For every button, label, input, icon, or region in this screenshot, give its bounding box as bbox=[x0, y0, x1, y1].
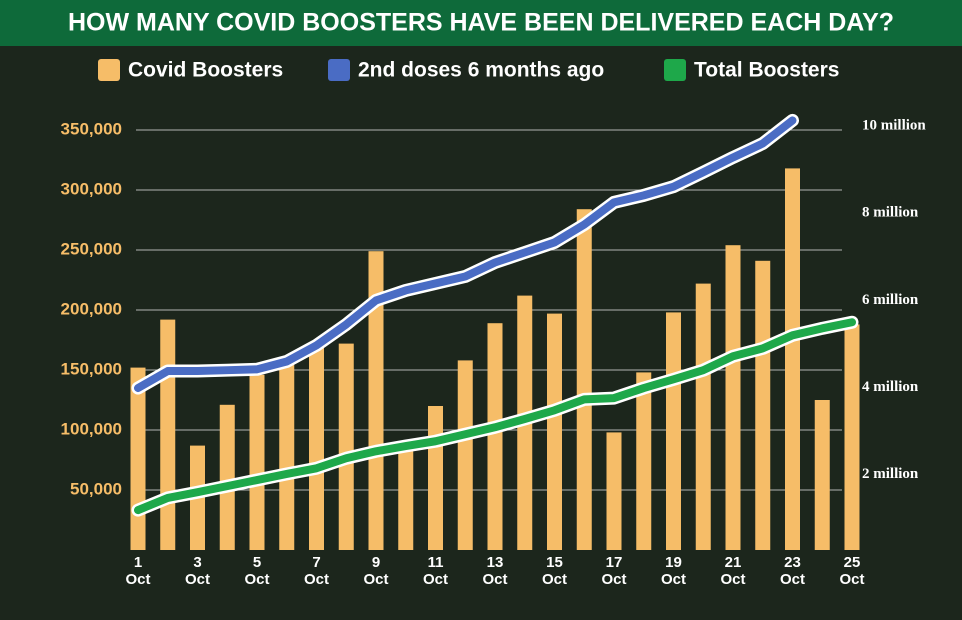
bar bbox=[338, 343, 354, 550]
y-tick-label: 50,000 bbox=[70, 479, 122, 498]
x-tick-label: 21 Oct bbox=[720, 554, 746, 588]
y-tick-label: 100,000 bbox=[61, 419, 122, 438]
x-tick-label: 9 Oct bbox=[363, 554, 389, 588]
y2-tick-label: 6 million bbox=[862, 292, 919, 308]
legend-swatch bbox=[664, 59, 686, 81]
x-tick-label: 17 Oct bbox=[601, 554, 627, 588]
bar bbox=[309, 346, 324, 550]
bar bbox=[279, 364, 295, 550]
y2-tick-label: 8 million bbox=[862, 205, 919, 221]
y-tick-label: 150,000 bbox=[61, 359, 122, 378]
line bbox=[134, 116, 797, 393]
bar bbox=[814, 400, 830, 550]
x-tick-label: 3 Oct bbox=[185, 554, 211, 588]
title-bar bbox=[0, 0, 962, 46]
y-tick-label: 350,000 bbox=[61, 119, 122, 138]
bar bbox=[844, 324, 860, 550]
bar bbox=[219, 404, 235, 550]
bar bbox=[785, 168, 800, 550]
bar bbox=[695, 283, 711, 550]
y2-tick-label: 10 million bbox=[862, 118, 926, 134]
bar bbox=[606, 432, 622, 550]
x-tick-label: 1 Oct bbox=[125, 554, 151, 588]
x-tick-label: 15 Oct bbox=[542, 554, 568, 588]
y2-tick-label: 4 million bbox=[862, 379, 919, 395]
line bbox=[134, 318, 856, 515]
x-tick-label: 11 Oct bbox=[423, 554, 449, 588]
legend-swatch bbox=[98, 59, 120, 81]
bar bbox=[755, 260, 771, 550]
x-tick-label: 5 Oct bbox=[244, 554, 270, 588]
x-tick-label: 13 Oct bbox=[482, 554, 508, 588]
bar bbox=[636, 372, 652, 550]
legend-label: Total Boosters bbox=[694, 59, 839, 82]
bar bbox=[576, 209, 592, 550]
y2-tick-label: 2 million bbox=[862, 466, 919, 482]
bar bbox=[130, 367, 146, 550]
bar bbox=[428, 406, 443, 550]
x-tick-label: 7 Oct bbox=[304, 554, 330, 588]
y-tick-label: 250,000 bbox=[61, 239, 122, 258]
bar bbox=[666, 312, 681, 550]
x-tick-label: 23 Oct bbox=[780, 554, 806, 588]
chart-title: HOW MANY COVID BOOSTERS HAVE BEEN DELIVE… bbox=[68, 9, 894, 37]
legend-label: 2nd doses 6 months ago bbox=[358, 59, 604, 82]
bar bbox=[725, 245, 741, 550]
legend-swatch bbox=[328, 59, 350, 81]
bar bbox=[160, 319, 176, 550]
y-tick-label: 300,000 bbox=[61, 179, 122, 198]
bar bbox=[249, 374, 265, 550]
x-tick-label: 19 Oct bbox=[661, 554, 687, 588]
bar bbox=[457, 360, 473, 550]
legend-label: Covid Boosters bbox=[128, 59, 283, 82]
x-tick-label: 25 Oct bbox=[839, 554, 865, 588]
bar bbox=[398, 449, 414, 550]
legend: Covid Boosters 2nd doses 6 months ago Tota… bbox=[98, 59, 839, 82]
y-tick-label: 200,000 bbox=[61, 299, 122, 318]
bar bbox=[547, 313, 562, 550]
bar bbox=[487, 323, 503, 550]
bar bbox=[368, 251, 384, 550]
